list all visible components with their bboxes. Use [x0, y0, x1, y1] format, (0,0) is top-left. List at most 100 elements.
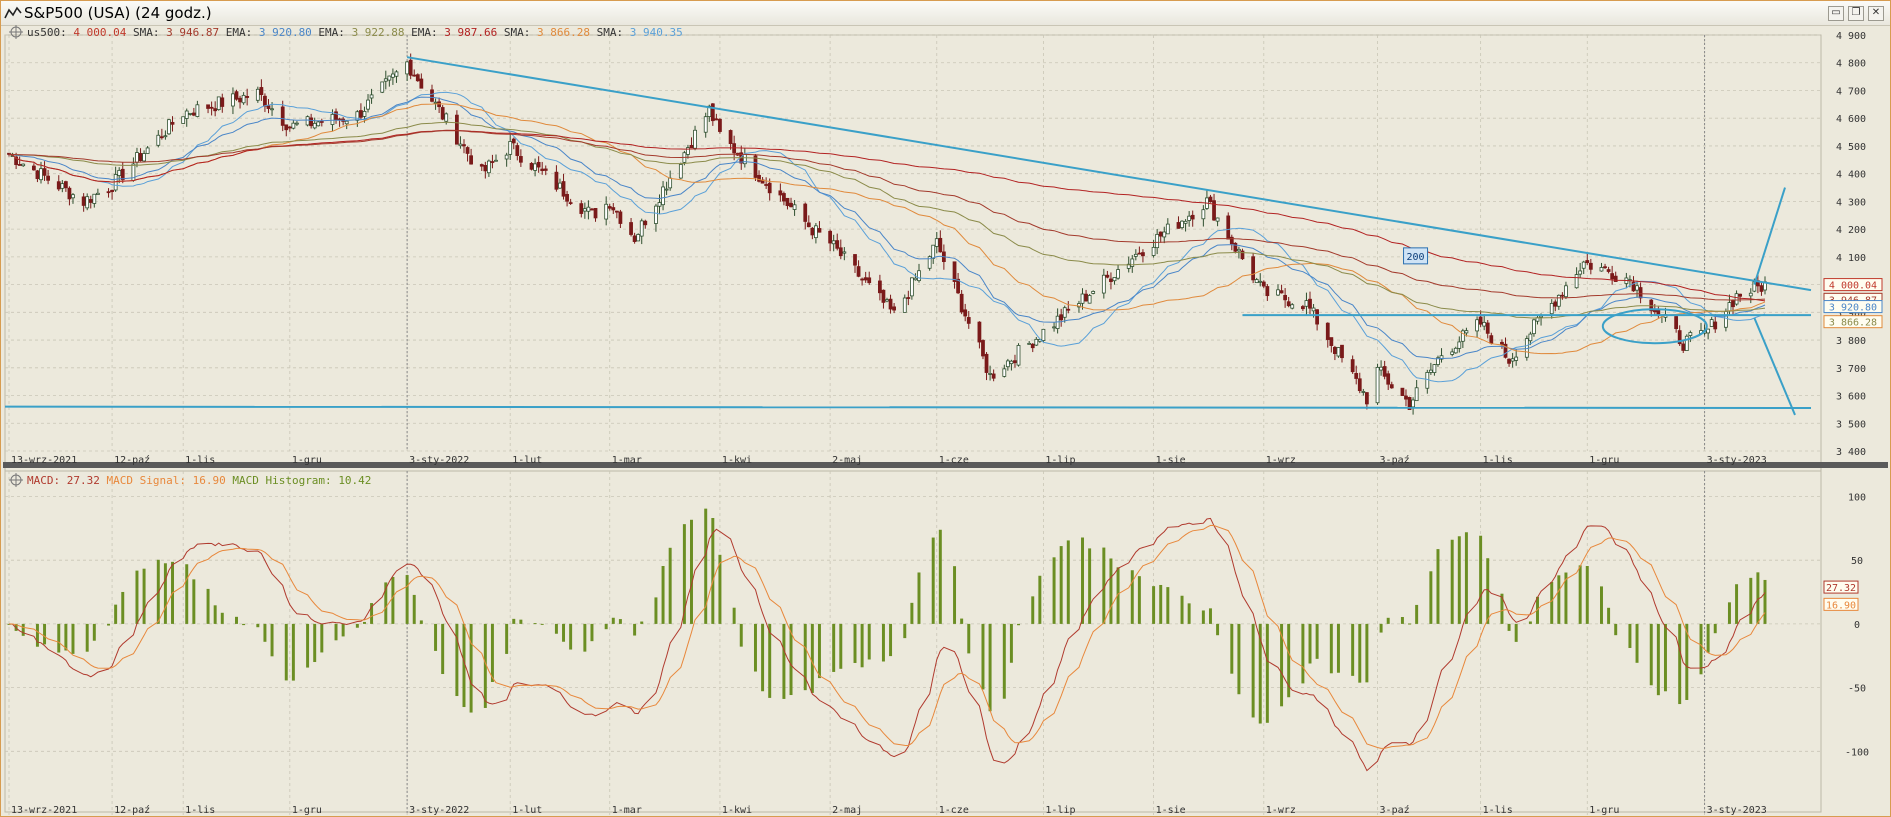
- x-tick-label: 1-lip: [1045, 455, 1075, 466]
- candle: [366, 99, 370, 110]
- title-bar[interactable]: S&P500 (USA) (24 godz.) ▭ ❐ ✕: [1, 1, 1890, 26]
- highlight-ellipse: [1601, 308, 1708, 345]
- candle: [234, 91, 239, 100]
- candle: [1482, 321, 1487, 327]
- candle: [184, 110, 189, 119]
- histogram-bar: [1109, 558, 1113, 624]
- histogram-bar: [1649, 623, 1653, 686]
- candle: [590, 208, 594, 211]
- histogram-bar: [163, 563, 167, 624]
- candle: [828, 230, 833, 244]
- panel-separator[interactable]: [3, 462, 1888, 468]
- chart-icon: [4, 6, 22, 19]
- candle: [707, 105, 712, 117]
- price-tag-label: 4 000.04: [1829, 281, 1877, 292]
- candle: [1688, 332, 1693, 336]
- histogram-bar: [1600, 586, 1603, 624]
- candle: [1254, 279, 1259, 284]
- histogram-bar: [57, 623, 61, 653]
- candle: [938, 237, 943, 253]
- candle: [1556, 294, 1561, 307]
- x-tick-label: 1-kwi: [722, 455, 752, 466]
- x-tick-label: 1-gru: [1589, 455, 1619, 466]
- candle: [518, 156, 523, 163]
- x-tick-label: 13-wrz-2021: [11, 455, 77, 466]
- histogram-bar: [732, 607, 736, 624]
- candle: [1681, 343, 1686, 351]
- histogram-bar: [1159, 584, 1163, 624]
- candle: [120, 168, 125, 181]
- x-tick-label: 1-wrz: [1266, 805, 1296, 816]
- candle: [1400, 387, 1405, 396]
- restore-icon[interactable]: ❐: [1848, 6, 1864, 21]
- candle: [892, 306, 896, 311]
- candle: [245, 96, 250, 98]
- candle: [1503, 343, 1508, 358]
- candle: [1432, 364, 1437, 373]
- histogram-bar: [1336, 623, 1340, 673]
- candle: [1240, 250, 1245, 260]
- legend-label: SMA:: [497, 26, 537, 39]
- candle: [1539, 315, 1543, 318]
- candle: [1453, 347, 1458, 354]
- histogram-bar: [391, 576, 395, 624]
- candle: [1460, 330, 1465, 342]
- histogram-bar: [931, 537, 935, 624]
- x-tick-label: 1-sie: [1156, 805, 1186, 816]
- candle: [263, 95, 267, 107]
- macd-tag-label: 27.32: [1826, 583, 1856, 594]
- candle: [981, 340, 985, 357]
- candle: [1510, 358, 1515, 362]
- histogram-bar: [1116, 567, 1120, 624]
- histogram-bar: [1208, 608, 1212, 624]
- x-tick-label: 1-kwi: [722, 805, 752, 816]
- candle: [1340, 344, 1344, 359]
- candle: [1603, 266, 1607, 269]
- close-icon[interactable]: ✕: [1868, 6, 1884, 21]
- candle: [1759, 285, 1764, 292]
- ema-blue-line: [8, 96, 1766, 360]
- candle: [1532, 319, 1536, 335]
- candle: [1336, 347, 1341, 357]
- candle: [1126, 263, 1131, 269]
- candle: [1553, 301, 1558, 307]
- crosshair-icon[interactable]: [9, 25, 23, 39]
- chart-canvas[interactable]: 4 900 4 800 4 700 4 600 4 500 4 400 4 300 4 200…: [1, 25, 1890, 816]
- candle: [888, 298, 893, 310]
- candle: [433, 101, 438, 104]
- minimize-icon[interactable]: ▭: [1828, 6, 1844, 21]
- candle: [117, 169, 122, 176]
- candle: [380, 81, 385, 93]
- candle: [14, 156, 18, 166]
- candle: [579, 203, 584, 214]
- candle: [1258, 280, 1263, 283]
- candle: [56, 181, 61, 190]
- candle: [319, 121, 324, 123]
- histogram-bar: [490, 623, 494, 683]
- crosshair-icon[interactable]: [9, 473, 23, 487]
- histogram-bar: [1550, 581, 1554, 624]
- candle: [458, 143, 463, 147]
- candle: [85, 196, 90, 209]
- candle: [1382, 366, 1387, 377]
- candle: [1606, 269, 1611, 272]
- candle: [1379, 366, 1383, 371]
- candle: [1116, 269, 1120, 279]
- candle: [167, 119, 171, 135]
- histogram-bar: [1415, 604, 1419, 624]
- candle: [1478, 316, 1483, 325]
- histogram-bar: [768, 623, 772, 698]
- histogram-bar: [256, 623, 260, 628]
- histogram-bar: [1763, 579, 1767, 624]
- candle: [465, 147, 470, 154]
- histogram-bar: [1756, 572, 1760, 624]
- candle: [1009, 360, 1014, 365]
- histogram-bar: [341, 623, 345, 637]
- histogram-bar: [668, 547, 672, 624]
- candle: [689, 144, 694, 149]
- candle: [1155, 233, 1160, 249]
- price-tag-label: 3 866.28: [1829, 318, 1877, 329]
- candle: [639, 220, 644, 237]
- legend-label: EMA:: [219, 26, 259, 39]
